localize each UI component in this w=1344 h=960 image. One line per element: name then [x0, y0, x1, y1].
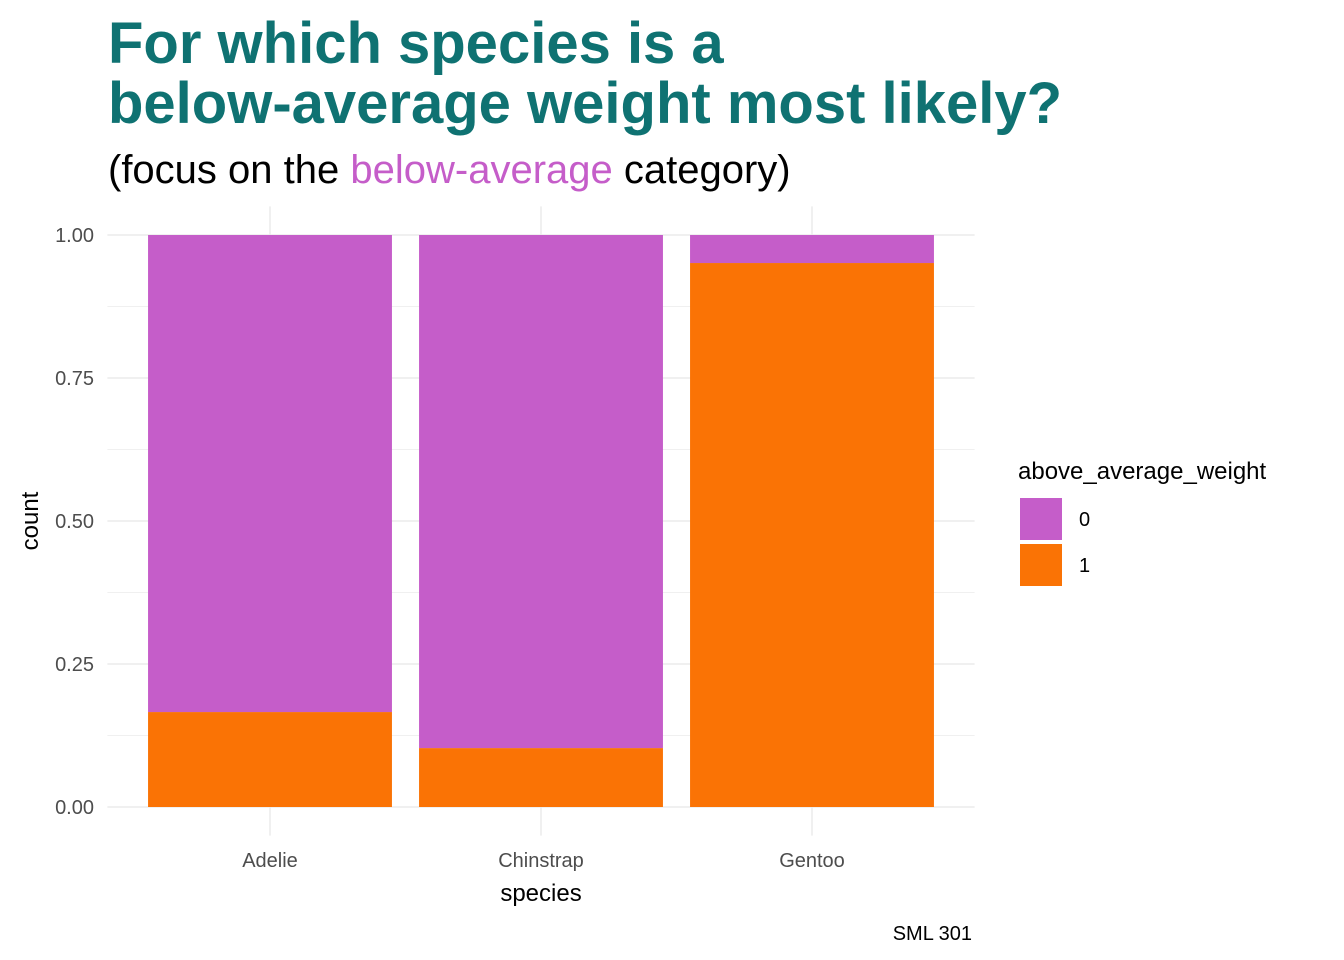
- bar-segment: [419, 748, 663, 807]
- subtitle-part: below-average: [350, 148, 612, 192]
- y-tick-label: 0.25: [55, 654, 94, 676]
- legend-key: [1020, 498, 1062, 540]
- legend-label: 1: [1079, 555, 1090, 577]
- chart-title: below-average weight most likely?: [108, 71, 1062, 136]
- x-tick-label: Chinstrap: [498, 850, 584, 872]
- x-tick-label: Gentoo: [779, 850, 845, 872]
- x-axis-title: species: [500, 880, 581, 907]
- subtitle-part: (focus on the: [108, 148, 350, 192]
- bar-segment: [690, 235, 934, 264]
- caption: SML 301: [893, 923, 972, 945]
- legend-key: [1020, 544, 1062, 586]
- y-tick-label: 0.75: [55, 368, 94, 390]
- bar-segment: [690, 263, 934, 807]
- chart-subtitle: (focus on the below-average category): [108, 148, 791, 192]
- bar-segment: [148, 712, 392, 807]
- y-tick-label: 1.00: [55, 225, 94, 247]
- x-tick-label: Adelie: [242, 850, 298, 872]
- y-tick-label: 0.00: [55, 797, 94, 819]
- bar-segment: [419, 235, 663, 749]
- legend-label: 0: [1079, 509, 1090, 531]
- chart-title: For which species is a: [108, 11, 724, 76]
- y-tick-label: 0.50: [55, 511, 94, 533]
- legend-title: above_average_weight: [1018, 458, 1267, 485]
- bar-segment: [148, 235, 392, 713]
- y-axis-title: count: [17, 491, 44, 550]
- subtitle-part: category): [613, 148, 791, 192]
